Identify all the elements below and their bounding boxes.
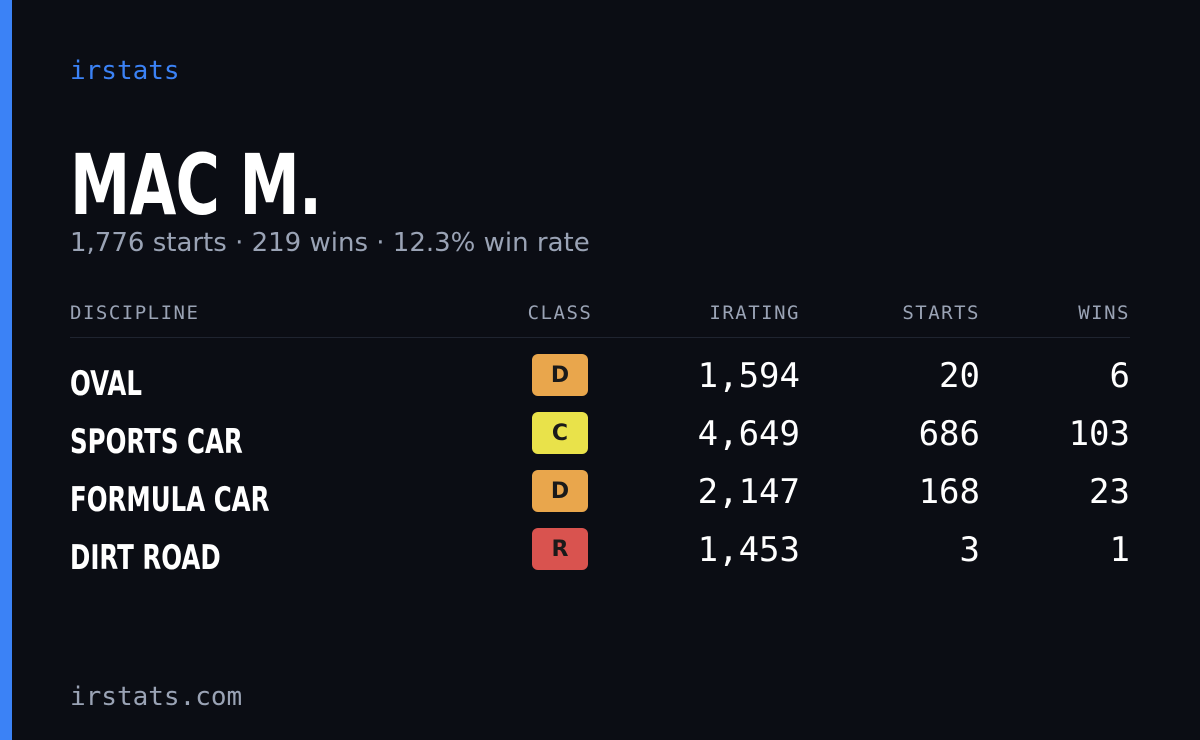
discipline: FORMULA CAR (70, 480, 270, 520)
irating: 1,453 (697, 530, 800, 570)
footer: irstats.com (70, 682, 243, 712)
discipline: SPORTS CAR (70, 422, 243, 462)
wins: 6 (1109, 356, 1130, 396)
column-header: WINS (1078, 302, 1130, 324)
starts: 686 (918, 414, 980, 454)
brand: irstats (70, 56, 180, 86)
class-badge: D (532, 354, 588, 396)
class-badge: C (532, 412, 588, 454)
irating: 2,147 (697, 472, 800, 512)
driver-name: MAC M. (70, 136, 322, 234)
starts: 168 (918, 472, 980, 512)
irating: 4,649 (697, 414, 800, 454)
starts: 3 (959, 530, 980, 570)
class-badge: D (532, 470, 588, 512)
accent-stripe (0, 0, 12, 740)
irating: 1,594 (697, 356, 800, 396)
column-header: IRATING (709, 302, 800, 324)
driver-summary: 1,776 starts · 219 wins · 12.3% win rate (70, 228, 590, 258)
column-header: DISCIPLINE (70, 302, 200, 324)
wins: 1 (1109, 530, 1130, 570)
starts: 20 (939, 356, 980, 396)
discipline: OVAL (70, 364, 142, 404)
column-header: STARTS (902, 302, 980, 324)
discipline: DIRT ROAD (70, 538, 221, 578)
wins: 23 (1089, 472, 1130, 512)
class-badge: R (532, 528, 588, 570)
wins: 103 (1068, 414, 1130, 454)
column-header: CLASS (527, 302, 593, 324)
divider (70, 337, 1130, 338)
